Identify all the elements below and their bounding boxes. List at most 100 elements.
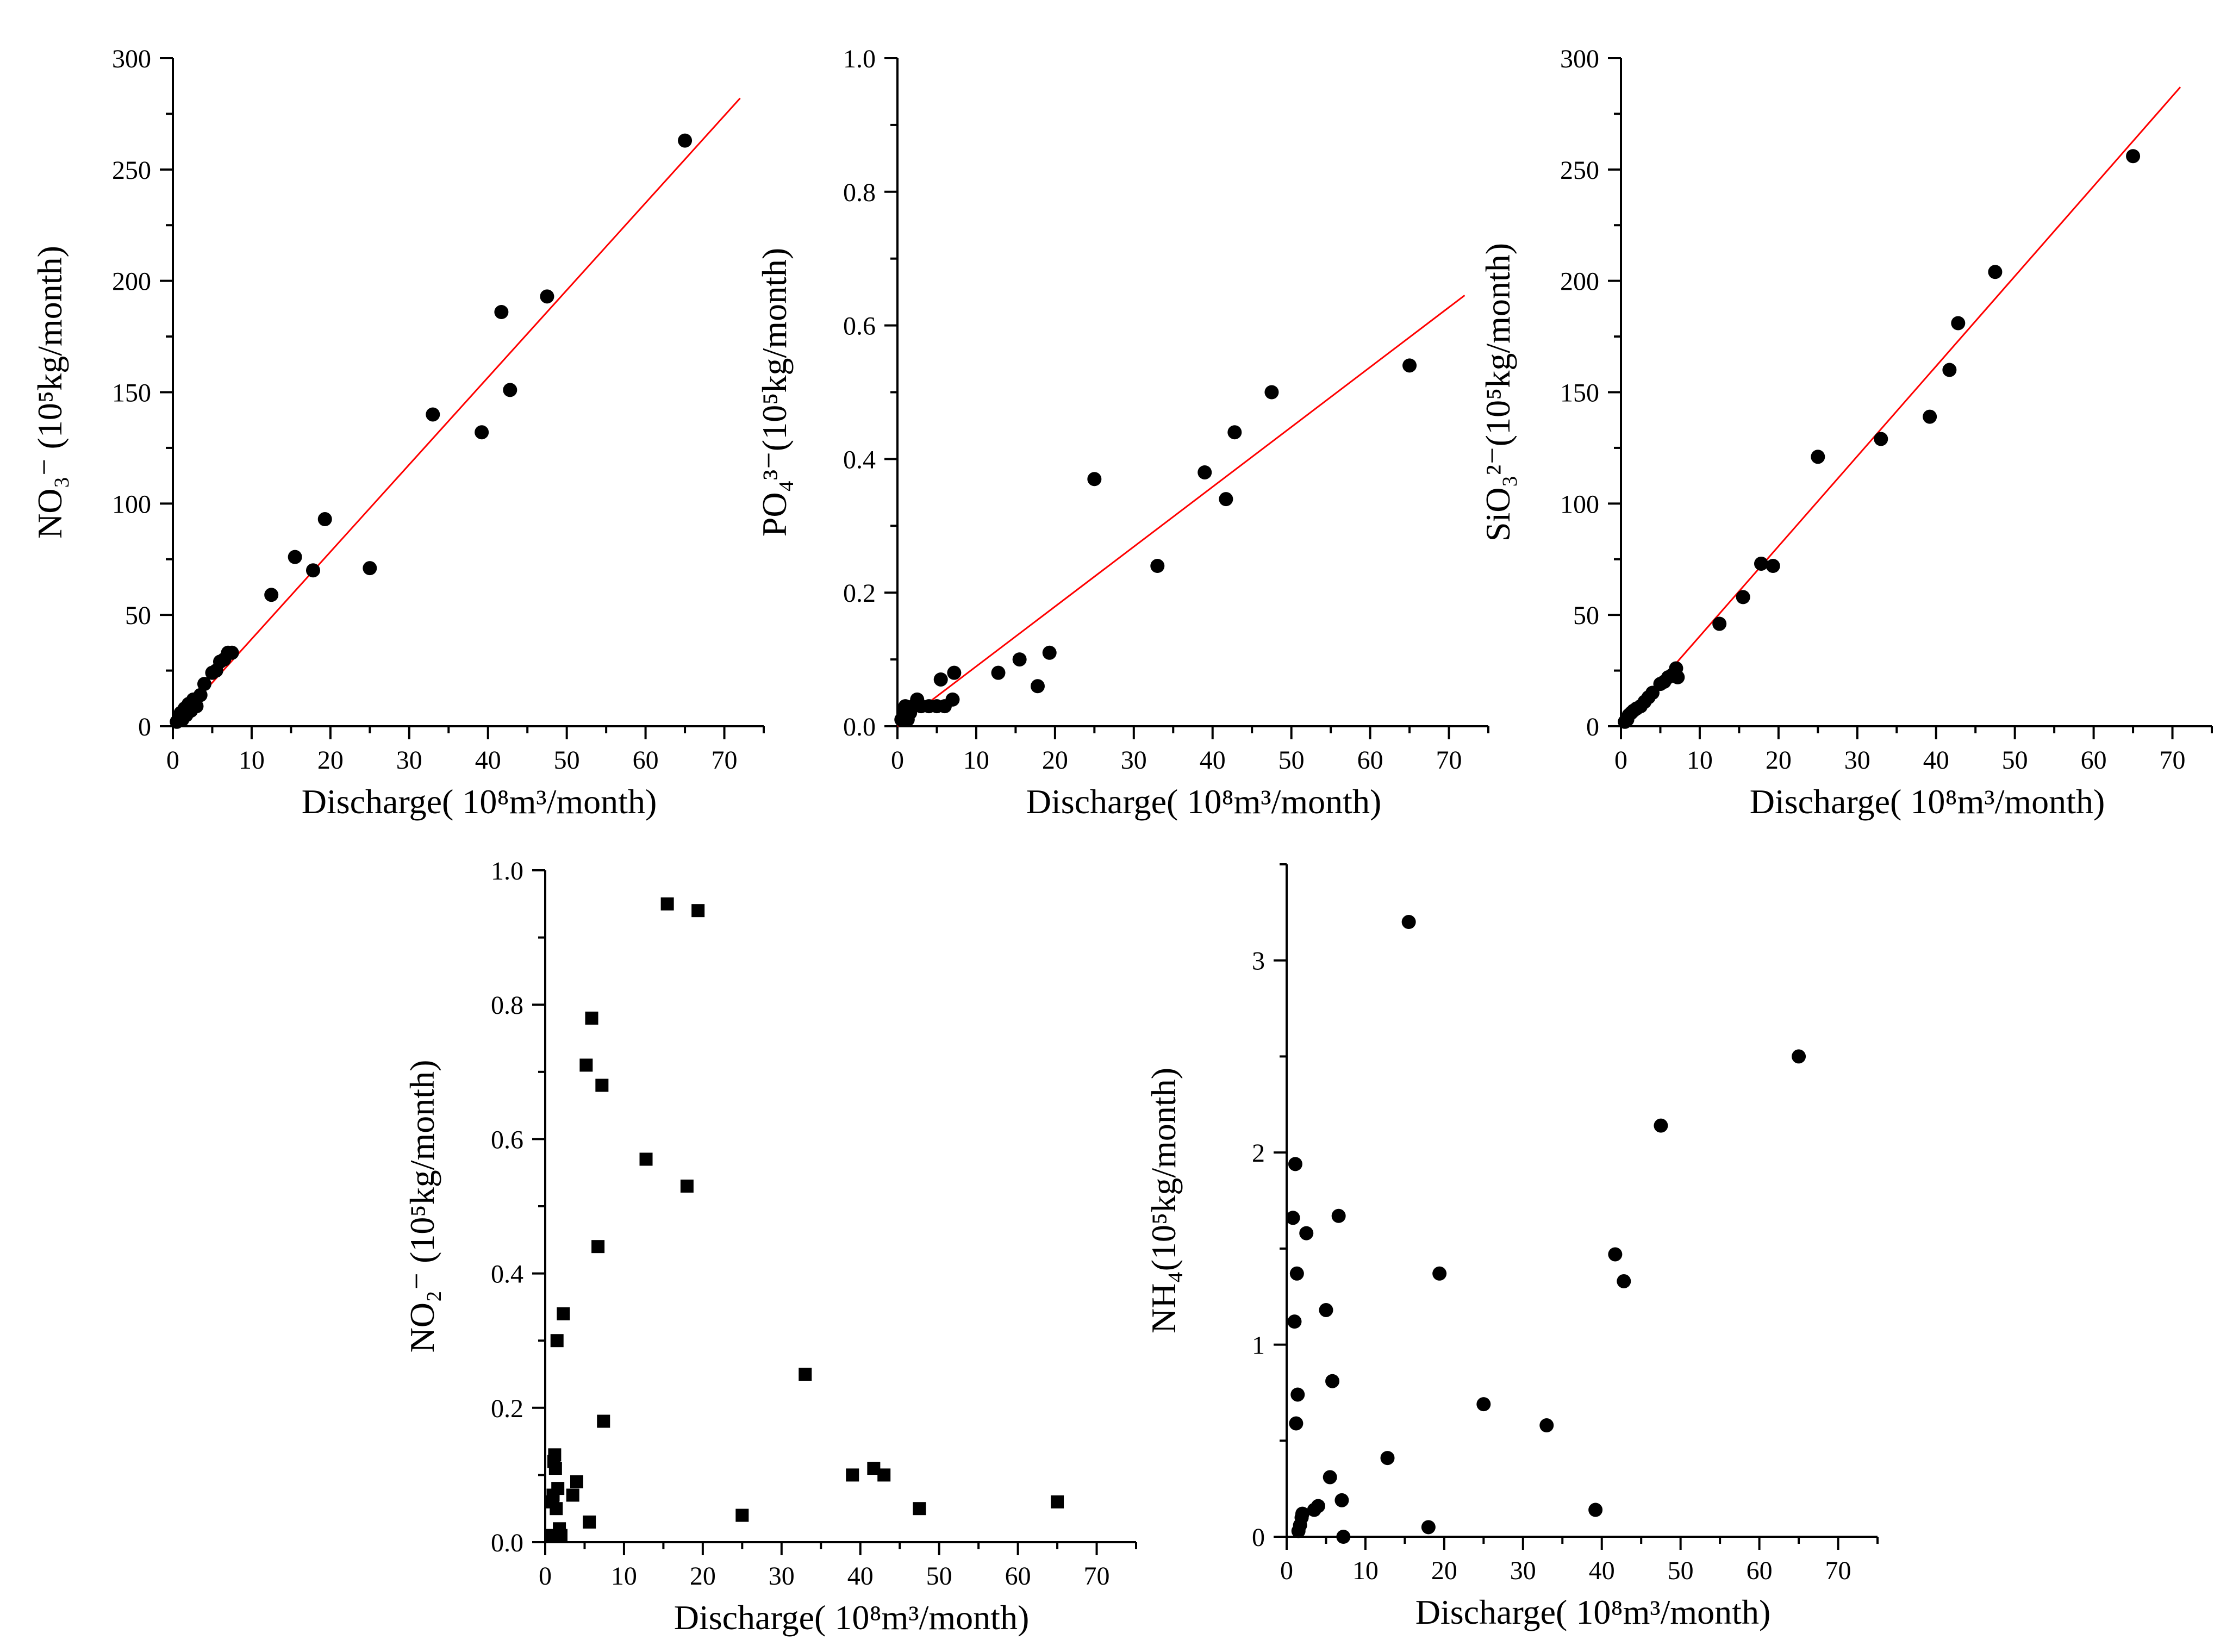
data-point xyxy=(1476,1397,1491,1412)
y-tick-label: 0.4 xyxy=(491,1260,523,1289)
x-tick-label: 30 xyxy=(396,746,422,775)
data-point xyxy=(550,1334,564,1348)
data-point xyxy=(1289,1416,1304,1431)
y-axis-title: NO₃⁻ (10⁵kg/month) xyxy=(30,246,69,539)
data-point xyxy=(317,512,332,527)
data-point xyxy=(1432,1266,1447,1281)
x-tick-label: 40 xyxy=(847,1562,874,1591)
data-point xyxy=(426,407,440,422)
x-tick-label: 30 xyxy=(769,1562,795,1591)
x-tick-label: 30 xyxy=(1510,1556,1536,1585)
data-point xyxy=(991,665,1006,680)
data-point xyxy=(1334,1493,1349,1507)
data-point xyxy=(846,1468,859,1482)
data-point xyxy=(1325,1374,1340,1388)
data-point xyxy=(1219,492,1233,507)
x-tick-label: 30 xyxy=(1121,746,1147,775)
y-tick-label: 0.8 xyxy=(843,178,876,207)
data-point xyxy=(579,1058,593,1072)
data-point xyxy=(1087,472,1102,487)
data-point xyxy=(1288,1157,1302,1171)
y-axis-title: SiO₃²⁻(10⁵kg/month) xyxy=(1479,243,1517,541)
data-point xyxy=(1942,363,1957,377)
data-point xyxy=(799,1368,812,1381)
data-point xyxy=(1754,556,1768,571)
x-axis-title: Discharge( 10⁸m³/month) xyxy=(674,1598,1030,1637)
x-tick-label: 50 xyxy=(1278,746,1305,775)
data-point xyxy=(1336,1530,1351,1544)
x-tick-label: 20 xyxy=(690,1562,716,1591)
data-point xyxy=(1401,915,1416,930)
data-point xyxy=(1608,1247,1623,1262)
x-tick-label: 60 xyxy=(1005,1562,1031,1591)
x-tick-label: 70 xyxy=(2160,746,2186,775)
x-tick-label: 40 xyxy=(1923,746,1949,775)
data-point xyxy=(305,563,320,578)
y-tick-label: 150 xyxy=(1560,379,1599,408)
x-tick-label: 30 xyxy=(1844,746,1870,775)
scatter-panel-nitrate: 0 10 20 30 40 50 60 70 0 50 100 150 200 250 300 Dischar… xyxy=(30,45,765,821)
data-point xyxy=(1286,1211,1300,1225)
y-tick-label: 0.4 xyxy=(843,445,876,474)
data-point xyxy=(933,672,948,687)
y-tick-label: 0 xyxy=(1252,1523,1265,1552)
data-point xyxy=(1042,645,1057,660)
y-tick-label: 100 xyxy=(112,490,151,519)
x-tick-label: 40 xyxy=(475,746,501,775)
data-point xyxy=(1588,1503,1603,1517)
x-tick-label: 10 xyxy=(239,746,265,775)
y-tick-label: 300 xyxy=(1560,45,1599,73)
y-tick-label: 150 xyxy=(112,379,151,408)
data-point xyxy=(1051,1495,1064,1508)
data-point xyxy=(1792,1049,1806,1064)
data-point xyxy=(1988,265,2003,279)
regression-line xyxy=(172,97,741,727)
y-tick-label: 200 xyxy=(1560,267,1599,296)
x-tick-label: 60 xyxy=(1747,1556,1773,1585)
x-tick-label: 0 xyxy=(1280,1556,1293,1585)
data-point xyxy=(1264,385,1279,400)
data-point xyxy=(475,425,489,440)
x-tick-label: 10 xyxy=(1687,746,1713,775)
data-point xyxy=(1380,1451,1395,1466)
data-point xyxy=(1923,409,1937,424)
x-axis-title: Discharge( 10⁸m³/month) xyxy=(1026,782,1382,821)
data-point xyxy=(548,1448,562,1462)
data-point xyxy=(1712,616,1727,631)
x-tick-label: 10 xyxy=(963,746,989,775)
data-point xyxy=(1811,450,1825,464)
x-tick-label: 0 xyxy=(539,1562,552,1591)
scatter-panel-nitrite: 0 10 20 30 40 50 60 70 0.0 0.2 0.4 0.6 0.8 1.0 Dischar… xyxy=(403,857,1137,1637)
data-point xyxy=(1951,316,1966,331)
y-tick-label: 1.0 xyxy=(843,45,876,73)
data-point xyxy=(1012,652,1027,667)
x-tick-label: 10 xyxy=(1352,1556,1379,1585)
data-point xyxy=(1539,1418,1554,1433)
x-tick-label: 0 xyxy=(166,746,179,775)
y-axis-title: NH₄(10⁵kg/month) xyxy=(1144,1068,1183,1333)
data-point xyxy=(189,699,204,714)
data-point xyxy=(1654,1118,1668,1133)
data-point xyxy=(595,1079,609,1092)
y-tick-label: 200 xyxy=(112,267,151,296)
x-tick-label: 20 xyxy=(1431,1556,1457,1585)
data-point xyxy=(639,1152,653,1166)
regression-line xyxy=(897,295,1465,727)
x-tick-label: 60 xyxy=(2081,746,2107,775)
data-point xyxy=(193,688,208,702)
data-point xyxy=(1874,432,1888,446)
x-axis-title: Discharge( 10⁸m³/month) xyxy=(302,782,657,821)
scatter-panel-silicate: 0 10 20 30 40 50 60 70 0 50 100 150 200 250 300 Dischar… xyxy=(1479,45,2213,821)
data-point xyxy=(1295,1506,1309,1521)
data-point xyxy=(1311,1499,1325,1513)
data-point xyxy=(288,550,302,564)
x-tick-label: 50 xyxy=(2002,746,2028,775)
data-point xyxy=(591,1240,605,1254)
x-tick-label: 10 xyxy=(611,1562,637,1591)
data-point xyxy=(680,1179,694,1193)
y-tick-label: 100 xyxy=(1560,490,1599,519)
data-point xyxy=(1319,1302,1333,1317)
data-point xyxy=(1287,1314,1302,1329)
data-point xyxy=(1299,1226,1314,1240)
